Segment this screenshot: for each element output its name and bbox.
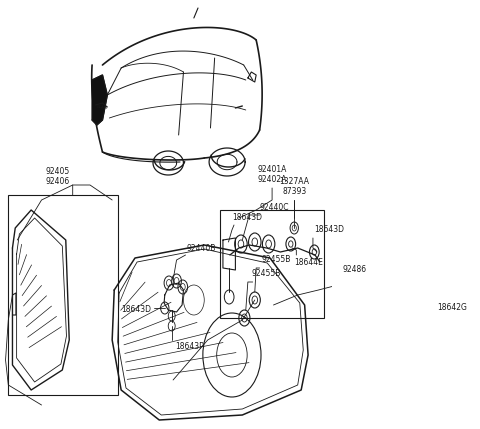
Text: 18644E: 18644E xyxy=(294,258,323,267)
Text: ELAN: ELAN xyxy=(96,105,108,109)
Text: 18643D: 18643D xyxy=(121,305,151,314)
Text: 92486: 92486 xyxy=(342,265,366,274)
Text: 18643D: 18643D xyxy=(233,213,263,222)
Text: 18643D: 18643D xyxy=(314,225,344,234)
Bar xyxy=(8,195,118,395)
Text: 1327AA
87393: 1327AA 87393 xyxy=(279,177,309,196)
Text: 18642G: 18642G xyxy=(438,303,468,312)
Text: 92455B: 92455B xyxy=(262,255,291,264)
Text: 92401A
92402A: 92401A 92402A xyxy=(257,165,287,184)
Bar xyxy=(220,210,324,318)
Text: 18643P: 18643P xyxy=(175,342,204,351)
Polygon shape xyxy=(92,75,108,125)
Text: 92440B: 92440B xyxy=(187,244,216,253)
Text: 92440C: 92440C xyxy=(260,203,289,212)
Text: 92405
92406: 92405 92406 xyxy=(45,166,69,186)
Text: 92455B: 92455B xyxy=(252,269,281,278)
